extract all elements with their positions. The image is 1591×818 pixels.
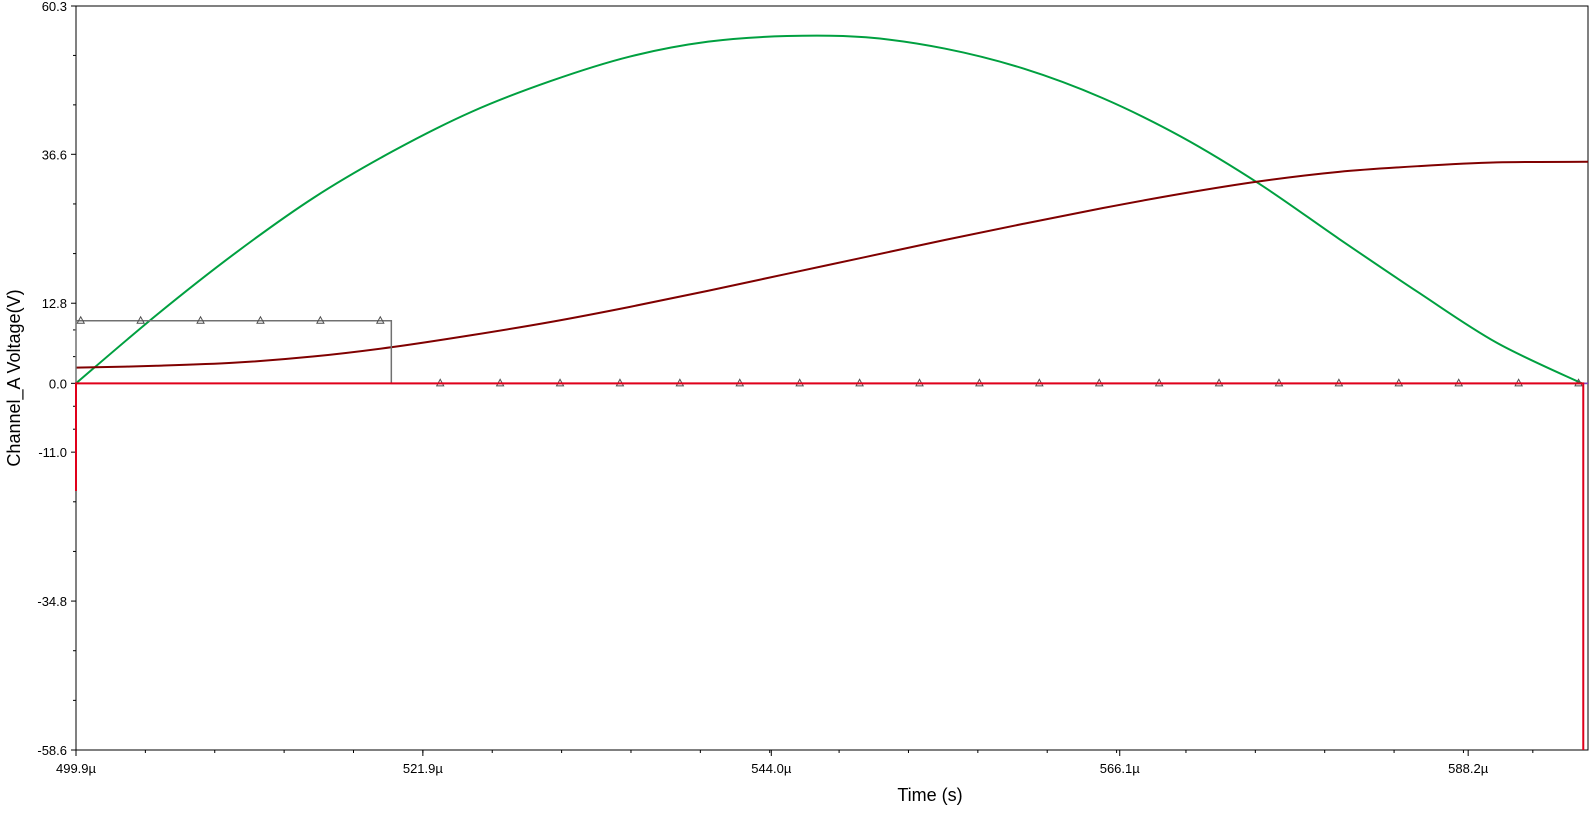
series-2-line [75,160,1589,369]
y-axis-ticks: 60.3 36.6 12.8 0.0 -11.0 -34.8 -58.6 [37,0,76,758]
x-axis-title: Time (s) [897,785,962,805]
series-3-marker [196,315,205,324]
x-tick-label: 521.9µ [403,761,444,776]
y-tick-label: 60.3 [42,0,67,14]
series-3-marker [256,315,265,324]
x-tick-label: 566.1µ [1100,761,1141,776]
series-5 [75,382,1585,750]
y-tick-label: -58.6 [37,743,67,758]
series-3-marker [76,315,86,324]
y-tick-label: -34.8 [37,594,67,609]
x-tick-label: 544.0µ [751,761,792,776]
series-3-marker [375,315,385,324]
x-axis-ticks: 499.9µ 521.9µ 544.0µ 566.1µ 588.2µ [56,750,1534,776]
series-5-line [75,382,1585,750]
y-tick-label: 0.0 [49,376,67,391]
series-3-marker [136,315,145,324]
x-tick-label: 499.9µ [56,761,97,776]
y-axis-title: Channel_A Voltage(V) [4,289,25,466]
y-tick-label: 36.6 [42,147,67,162]
series-3-marker [316,315,325,324]
series-2 [75,160,1589,369]
y-tick-label: -11.0 [38,445,67,460]
x-tick-label: 588.2µ [1448,761,1489,776]
y-tick-label: 12.8 [42,296,67,311]
series-1-line [75,34,1583,385]
series-layer [75,34,1589,750]
series-1 [75,34,1583,385]
